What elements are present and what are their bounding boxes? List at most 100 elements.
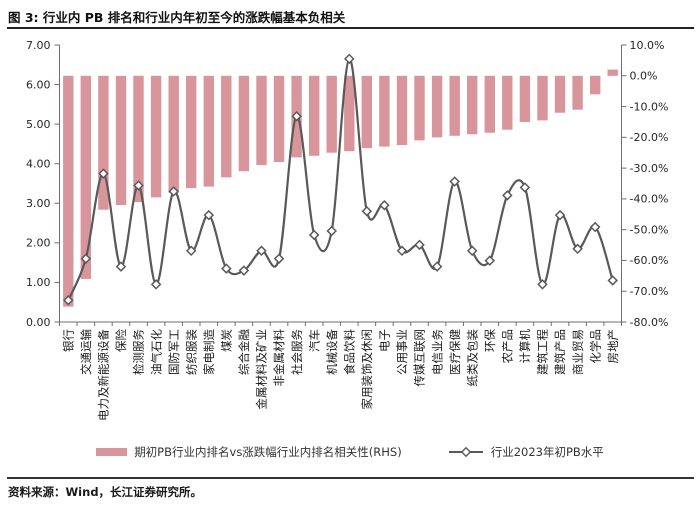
x-axis-label: 国防军工 <box>167 329 181 375</box>
svg-text:-70.0%: -70.0% <box>630 285 669 298</box>
x-axis-label: 电信业务 <box>430 329 444 375</box>
bar <box>484 75 495 133</box>
svg-text:4.00: 4.00 <box>26 158 51 171</box>
svg-text:10.0%: 10.0% <box>630 39 665 52</box>
line-marker <box>589 221 601 233</box>
line-marker <box>379 200 390 211</box>
line-marker <box>554 209 566 221</box>
chart-canvas: 7.00 6.00 5.00 4.00 3.00 2.00 1.00 0.00 10.0% 0.0… <box>26 39 669 421</box>
x-axis-label: 交通运输 <box>79 329 93 375</box>
x-axis-label: 社会服务 <box>290 329 304 375</box>
svg-text:-40.0%: -40.0% <box>630 193 669 206</box>
x-axis-label: 商业贸易 <box>571 329 585 375</box>
legend-label-pb: 行业2023年初PB水平 <box>490 445 604 459</box>
source-note: 资料来源：Wind，长江证券研究所。 <box>8 485 203 499</box>
bar <box>273 75 285 162</box>
line-marker <box>537 279 548 290</box>
x-axis-label: 计算机 <box>518 329 532 364</box>
bar <box>309 75 320 156</box>
bar <box>519 75 531 122</box>
bar <box>449 75 460 136</box>
bar <box>80 75 91 279</box>
bar <box>537 75 548 121</box>
line-marker <box>326 225 337 237</box>
bar <box>590 75 601 95</box>
svg-text:7.00: 7.00 <box>26 39 51 52</box>
footer-divider <box>7 477 694 479</box>
bar <box>502 75 513 130</box>
x-axis-label: 电力及新能源设备 <box>97 329 111 421</box>
bar <box>344 75 355 152</box>
svg-text:5.00: 5.00 <box>26 118 51 131</box>
svg-text:-10.0%: -10.0% <box>630 100 669 113</box>
x-axis-label: 建筑产品 <box>553 329 567 375</box>
bar <box>554 75 566 113</box>
chart-legend: 期初PB行业内排名vs涨跌幅行业内排名相关性(RHS) 行业2023年初PB水平 <box>0 444 700 460</box>
bar <box>115 75 127 206</box>
bar <box>467 75 478 135</box>
line-marker <box>63 294 74 306</box>
line-marker <box>308 229 320 241</box>
x-axis-label: 家电制造 <box>202 329 216 375</box>
line-series-marker-icon <box>448 447 483 457</box>
line-marker <box>502 190 513 201</box>
svg-text:0.00: 0.00 <box>26 316 51 329</box>
line-marker <box>221 263 232 274</box>
legend-item-pb: 行业2023年初PB水平 <box>448 444 604 460</box>
x-axis-label: 煤炭 <box>220 329 234 352</box>
x-axis-label: 房地产 <box>606 329 620 364</box>
x-axis-label: 检测服务 <box>132 329 146 375</box>
line-marker <box>291 110 302 122</box>
x-axis-label: 食品饮料 <box>342 329 356 375</box>
svg-text:-80.0%: -80.0% <box>630 316 669 329</box>
right-axis-labels: 10.0% 0.0% -10.0% -20.0% -30.0% -40.0% -50.0% -… <box>630 39 669 329</box>
line-marker <box>607 275 618 286</box>
bar <box>133 75 144 202</box>
x-axis-label: 纸类及包装 <box>465 329 479 387</box>
bar <box>186 75 197 189</box>
x-axis-label: 化学品 <box>588 329 602 364</box>
title-underline <box>7 27 694 29</box>
x-axis-label: 银行 <box>61 329 75 352</box>
svg-text:1.00: 1.00 <box>26 276 51 289</box>
bar-series <box>63 69 618 307</box>
bar <box>98 75 109 210</box>
x-axis-label: 医疗保健 <box>448 329 462 375</box>
x-axis-label: 汽车 <box>307 329 321 352</box>
line-marker <box>484 255 496 266</box>
line-marker <box>572 243 583 255</box>
svg-text:6.00: 6.00 <box>26 78 51 91</box>
svg-text:-60.0%: -60.0% <box>630 254 669 267</box>
svg-text:-20.0%: -20.0% <box>630 131 669 144</box>
bar <box>168 75 179 193</box>
line-marker <box>185 245 197 257</box>
line-marker <box>203 209 215 221</box>
line-marker <box>396 245 408 257</box>
bar <box>203 75 214 187</box>
bar <box>150 75 162 198</box>
bar <box>326 75 337 153</box>
x-axis-label: 环保 <box>483 329 497 352</box>
left-axis-labels: 7.00 6.00 5.00 4.00 3.00 2.00 1.00 0.00 <box>26 39 51 329</box>
svg-text:-50.0%: -50.0% <box>630 223 669 236</box>
x-axis-label: 传媒互联网 <box>413 329 427 387</box>
bar <box>379 75 390 147</box>
line-marker <box>150 279 162 290</box>
line-series <box>63 53 618 306</box>
svg-text:-30.0%: -30.0% <box>630 162 669 175</box>
x-axis-label: 综合金融 <box>237 329 251 375</box>
x-axis-label: 家用装饰及休闲 <box>360 329 374 410</box>
line-marker <box>168 186 179 197</box>
figure-title: 图 3: 行业内 PB 排名和行业内年初至今的涨跌幅基本负相关 <box>8 10 346 25</box>
bar <box>63 75 74 307</box>
line-marker <box>98 168 109 179</box>
bar <box>572 75 583 110</box>
x-axis-label: 纺织服装 <box>184 329 198 375</box>
line-marker <box>133 180 144 191</box>
x-axis-label: 非金属材料 <box>272 329 286 387</box>
axes <box>54 44 627 326</box>
line-marker <box>273 253 285 264</box>
svg-text:2.00: 2.00 <box>26 237 51 250</box>
x-axis-label: 建筑工程 <box>536 329 550 375</box>
